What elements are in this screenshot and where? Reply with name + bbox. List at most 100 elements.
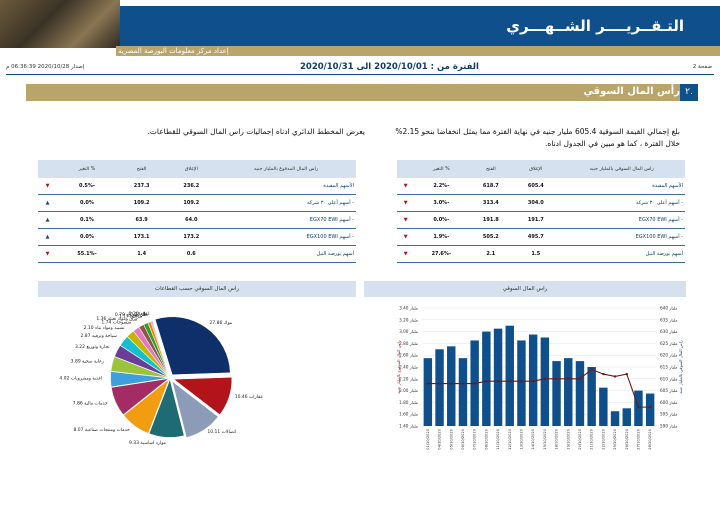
- open-value: 237.3: [116, 178, 167, 195]
- line-point: [590, 368, 593, 371]
- x-tick-label: 04/10/2020: [438, 428, 442, 449]
- arrow-down-icon: ▼: [397, 211, 415, 229]
- change-value: 0.1%: [57, 211, 117, 229]
- line-point: [426, 382, 430, 385]
- right-tick-label: مليار 615: [660, 365, 678, 370]
- close-value: 236.2: [166, 178, 217, 195]
- bar: [599, 387, 608, 426]
- pie-label: 3.22 تجارة وتوزيع: [75, 344, 110, 350]
- table-row: - أسهم أعلى ٣٠ شركة 304.0 313.4 -3.0% ▼: [397, 194, 685, 212]
- line-point: [555, 377, 558, 380]
- pie-label: 1.17 مرافق: [119, 314, 143, 320]
- bar: [622, 408, 631, 426]
- table-row: - أسهم EGX100 EWI 173.2 173.1 0.0% ▲: [38, 228, 356, 246]
- left-tick-label: مليار 2.80: [399, 341, 418, 346]
- header-photo: [0, 0, 120, 48]
- arrow-up-icon: ▲: [38, 228, 58, 246]
- close-value: 304.0: [513, 194, 559, 212]
- row-name: - أسهم EGX70 EWI: [558, 211, 685, 229]
- x-tick-label: 22/10/2020: [601, 428, 605, 449]
- close-value: 0.6: [166, 245, 217, 263]
- col-header: راس المال المدفوع بالمليار جنيه: [216, 160, 356, 178]
- pie-label: 7.86 خدمات مالية: [73, 400, 108, 406]
- col-header-arrow: [38, 160, 58, 178]
- col-header: الإغلاق: [166, 160, 217, 178]
- market-cap-bar-chart: مليار 1.40 مليار 1.60 مليار 1.80 مليار 2.00…: [396, 306, 683, 450]
- left-tick-label: مليار 1.60: [399, 412, 418, 417]
- row-name: أسهم بورصة النيل: [558, 245, 685, 263]
- line-point: [496, 379, 500, 383]
- table-row: - أسهم EGX70 EWI 191.7 191.8 -0.0% ▼: [397, 211, 685, 229]
- bar: [458, 358, 468, 426]
- open-value: 173.1: [116, 228, 167, 246]
- right-axis-title: راس المال السوقي بالمليار جنيه: [678, 340, 683, 394]
- x-tick-label: 13/10/2020: [519, 428, 523, 449]
- change-value: -3.0%: [414, 194, 469, 212]
- x-tick-label: 14/10/2020: [531, 428, 535, 449]
- right-tick-label: مليار 630: [660, 329, 678, 334]
- right-tick-label: مليار 610: [660, 376, 678, 381]
- left-tick-label: مليار 1.80: [399, 400, 418, 405]
- arrow-down-icon: ▼: [397, 194, 415, 212]
- bar: [540, 337, 550, 426]
- line-point: [637, 405, 640, 409]
- x-tick-label: 26/10/2020: [625, 428, 629, 449]
- pie-label: 2.10 تشييد ومواد بناء: [84, 325, 126, 331]
- pie-chart-title: راس المال السوقي حسب القطاعات: [38, 281, 356, 297]
- pie-label: 1.74 منسوجات: [101, 320, 132, 326]
- report-subtitle: إعداد مركز معلومات البورصة المصرية: [118, 47, 229, 55]
- x-tick-label: 08/10/2020: [484, 428, 488, 449]
- open-value: 1.4: [116, 245, 167, 263]
- bar: [447, 346, 456, 426]
- bar: [493, 328, 503, 426]
- left-tick-label: مليار 2.40: [399, 365, 418, 370]
- bar: [610, 411, 620, 426]
- table-row: - أسهم أعلى ٣٠ شركة 109.2 109.2 0.0% ▲: [38, 194, 356, 212]
- pie-label: 0.24 نقل: [130, 311, 148, 317]
- section-number: ٢.: [680, 84, 698, 101]
- line-point: [578, 377, 582, 380]
- open-value: 505.2: [468, 228, 514, 246]
- open-value: 109.2: [116, 194, 167, 212]
- pie-label: 3.89 رعاية صحية: [71, 358, 104, 364]
- x-tick-label: 20/10/2020: [578, 428, 582, 449]
- header-band: [120, 6, 720, 46]
- header-rule: [6, 74, 714, 75]
- line-point: [485, 379, 488, 383]
- bar: [423, 358, 433, 426]
- pie-slice: [171, 380, 219, 438]
- x-tick-label: 27/10/2020: [636, 428, 640, 449]
- bar: [645, 393, 655, 426]
- bar: [552, 361, 561, 426]
- row-name: أسهم بورصة النيل: [216, 245, 356, 263]
- bar: [575, 361, 585, 426]
- x-tick-label: 28/10/2020: [648, 428, 652, 449]
- pie-label: 4.02 اغذية ومشروبات: [59, 375, 102, 381]
- row-name: الأسهم المقيدة: [558, 178, 685, 195]
- line-point: [625, 372, 628, 376]
- change-value: -0.0%: [414, 211, 469, 229]
- report-header: التـقــريــــر الشــهـــري إعداد مركز مع…: [0, 0, 720, 58]
- right-tick-label: مليار 590: [660, 424, 678, 429]
- pie-slice: [111, 378, 170, 416]
- row-name: - أسهم EGX100 EWI: [216, 228, 356, 246]
- line-point: [520, 379, 523, 383]
- close-value: 605.4: [513, 178, 559, 195]
- right-tick-label: مليار 625: [660, 341, 678, 346]
- arrow-up-icon: ▲: [38, 194, 58, 212]
- pie-label: 1.36 ورق ومواد تعبئة: [96, 316, 137, 322]
- line-point: [613, 375, 617, 378]
- line-point: [461, 382, 465, 385]
- pie-intro-text: يعرض المخطط الدائري ادناه إجماليات راس ا…: [147, 127, 365, 136]
- x-tick-label: 07/10/2020: [473, 428, 477, 449]
- sector-pie-chart: 27.86 بنوك 10.46 عقارات 10.11 اتصالات 9.33 …: [59, 311, 263, 446]
- arrow-up-icon: ▲: [38, 211, 58, 229]
- line-point: [438, 382, 441, 385]
- x-tick-label: 18/10/2020: [555, 428, 559, 449]
- x-tick-label: 21/10/2020: [590, 428, 594, 449]
- right-tick-label: مليار 600: [660, 400, 678, 405]
- close-value: 109.2: [166, 194, 217, 212]
- x-tick-label: 19/10/2020: [566, 428, 570, 449]
- line-point: [450, 382, 453, 385]
- paid-capital-table: راس المال المدفوع بالمليار جنيه الإغلاق …: [38, 160, 356, 263]
